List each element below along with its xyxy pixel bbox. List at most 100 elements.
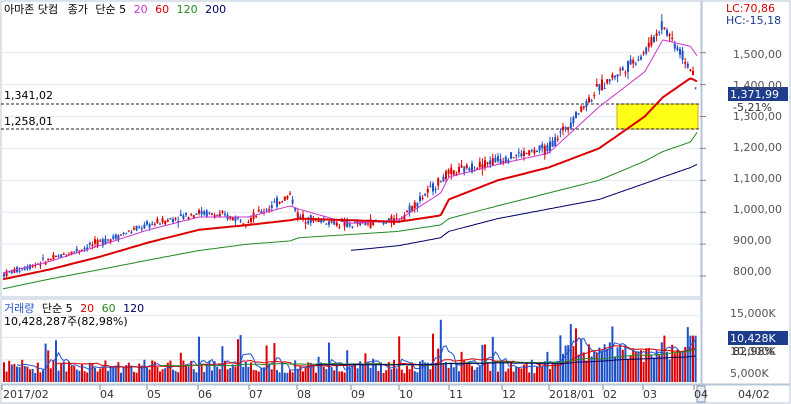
candle-body-202	[528, 150, 531, 156]
volume-bar-154	[403, 373, 406, 382]
candle-body-208	[543, 145, 546, 155]
candle-body-133	[348, 224, 351, 226]
candle-body-102	[268, 208, 271, 211]
volume-bar-207	[541, 366, 544, 382]
highlight-zone	[616, 103, 699, 130]
volume-bar-97	[255, 370, 258, 382]
candle-body-237	[619, 69, 622, 71]
candle-body-203	[530, 150, 533, 152]
stock-name: 아마존 닷컴	[4, 3, 59, 16]
volume-bar-202	[528, 372, 531, 382]
candle-body-51	[135, 226, 138, 231]
vol-ma-120: 120	[123, 302, 145, 315]
candle-body-17	[47, 258, 50, 260]
volume-bar-141	[369, 367, 372, 382]
volume-bar-78	[205, 363, 208, 382]
volume-bar-107	[281, 361, 284, 382]
volume-bar-91	[239, 335, 242, 382]
volume-bar-197	[515, 366, 518, 382]
candle-body-46	[122, 232, 125, 235]
volume-bar-105	[276, 369, 278, 382]
vol-ma-5: 5	[65, 302, 73, 315]
x-label-07: 07	[249, 388, 263, 401]
candle-body-236	[616, 74, 619, 77]
volume-bar-132	[346, 350, 349, 382]
candle-body-182	[476, 168, 479, 171]
candle-body-241	[629, 59, 632, 65]
candle-body-249	[650, 37, 653, 46]
volume-bar-236	[616, 347, 619, 382]
vol-tick-5000: 5,000K	[730, 367, 769, 380]
ma-line-20	[2, 39, 698, 274]
candle-body-168	[439, 181, 442, 183]
volume-bar-87	[229, 367, 232, 382]
candle-body-135	[354, 221, 356, 223]
candle-body-70	[185, 212, 187, 215]
candle-body-195	[510, 152, 512, 159]
candle-body-77	[203, 211, 206, 215]
volume-bar-150	[393, 359, 395, 382]
x-label-2017-02: 2017/02	[3, 388, 49, 401]
volume-bar-151	[395, 368, 398, 382]
x-label-12: 12	[502, 388, 516, 401]
candle-body-90	[237, 217, 239, 219]
candle-body-56	[148, 224, 151, 228]
volume-bar-215	[562, 353, 564, 382]
volume-bar-226	[590, 356, 593, 382]
candle-body-121	[317, 218, 320, 222]
candle-body-260	[679, 48, 681, 55]
candle-body-239	[624, 72, 627, 74]
candle-body-244	[637, 59, 640, 61]
volume-bar-2	[8, 360, 11, 382]
volume-bar-95	[250, 362, 252, 382]
volume-bar-33	[88, 362, 91, 382]
scroll-handle[interactable]	[696, 385, 706, 403]
volume-bar-16	[44, 343, 47, 382]
vol-tick-10000: 10,000K	[730, 345, 776, 358]
candle-body-129	[338, 226, 341, 228]
candle-body-69	[182, 215, 185, 219]
x-axis-band	[0, 384, 791, 404]
candle-body-41	[109, 239, 112, 242]
volume-bar-178	[465, 362, 468, 382]
candle-body-263	[686, 63, 689, 68]
volume-bar-183	[478, 366, 481, 382]
candle-body-44	[117, 235, 120, 240]
volume-bar-153	[400, 369, 403, 382]
candle-body-256	[668, 34, 671, 37]
x-label-2018-01: 2018/01	[549, 388, 595, 401]
volume-bar-52	[138, 363, 141, 382]
candle-body-127	[333, 220, 336, 225]
candle-body-166	[434, 189, 437, 191]
volume-bar-167	[437, 348, 440, 382]
candle-body-185	[484, 160, 486, 168]
candle-body-49	[130, 231, 133, 233]
volume-bar-12	[34, 373, 37, 382]
volume-bar-6	[18, 367, 21, 382]
candle-body-140	[367, 223, 369, 225]
volume-bar-57	[151, 360, 154, 382]
candle-body-82	[216, 215, 219, 217]
volume-bar-201	[525, 363, 528, 382]
vol-ma-60: 60	[101, 302, 116, 315]
volume-bar-130	[341, 371, 343, 382]
volume-bar-29	[78, 370, 81, 382]
volume-bar-58	[153, 361, 156, 382]
candle-body-213	[556, 138, 559, 140]
candle-body-155	[406, 211, 408, 213]
candle-body-216	[564, 126, 567, 130]
volume-legend: 거래량 단순 5 20 60 120	[4, 302, 144, 315]
volume-bar-62	[164, 368, 167, 382]
volume-bar-172	[450, 362, 453, 382]
volume-bar-40	[107, 370, 109, 382]
volume-bar-129	[338, 371, 341, 382]
candle-body-63	[166, 219, 169, 222]
volume-bar-250	[653, 357, 655, 382]
candle-body-190	[497, 156, 499, 161]
candle-body-72	[190, 214, 193, 216]
candle-body-156	[408, 205, 411, 214]
volume-bar-71	[187, 366, 190, 382]
volume-bar-168	[439, 319, 442, 382]
candle-body-60	[159, 223, 161, 225]
